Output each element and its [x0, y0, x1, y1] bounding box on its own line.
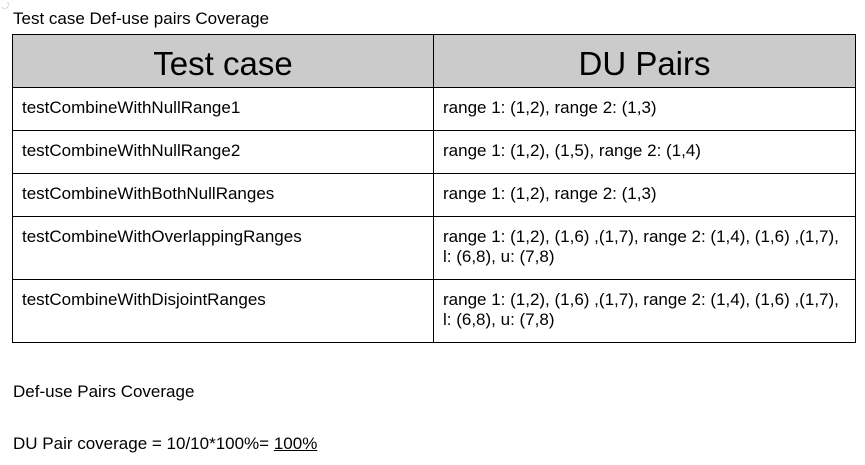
coverage-formula-text: DU Pair coverage = 10/10*100%=: [13, 434, 274, 453]
test-case-cell: testCombineWithNullRange1: [12, 87, 434, 131]
table-row: testCombineWithNullRange2 range 1: (1,2)…: [12, 130, 856, 174]
test-case-cell: testCombineWithNullRange2: [12, 130, 434, 174]
du-pairs-cell: range 1: (1,2), (1,5), range 2: (1,4): [433, 130, 856, 174]
coverage-heading: Def-use Pairs Coverage: [13, 382, 195, 401]
header-test-case: Test case: [12, 34, 434, 88]
table-caption: Test case Def-use pairs Coverage: [13, 9, 270, 28]
test-case-cell: testCombineWithDisjointRanges: [12, 279, 434, 343]
table-row: testCombineWithOverlappingRanges range 1…: [12, 216, 856, 280]
coverage-result: 100%: [273, 434, 318, 453]
du-pairs-cell: range 1: (1,2), range 2: (1,3): [433, 87, 856, 131]
du-pairs-table: Test case DU Pairs testCombineWithNullRa…: [12, 34, 856, 343]
du-pairs-cell: range 1: (1,2), range 2: (1,3): [433, 173, 856, 217]
du-pairs-cell: range 1: (1,2), (1,6) ,(1,7), range 2: (…: [433, 279, 856, 343]
table-row: testCombineWithNullRange1 range 1: (1,2)…: [12, 87, 856, 131]
table-row: testCombineWithBothNullRanges range 1: (…: [12, 173, 856, 217]
coverage-formula: DU Pair coverage = 10/10*100%= 100%: [13, 434, 317, 454]
du-pairs-cell: range 1: (1,2), (1,6) ,(1,7), range 2: (…: [433, 216, 856, 280]
table-header-row: Test case DU Pairs: [12, 34, 856, 88]
table-row: testCombineWithDisjointRanges range 1: (…: [12, 279, 856, 343]
page-corner-mark: [0, 0, 9, 9]
test-case-cell: testCombineWithBothNullRanges: [12, 173, 434, 217]
test-case-cell: testCombineWithOverlappingRanges: [12, 216, 434, 280]
header-du-pairs: DU Pairs: [433, 34, 856, 88]
